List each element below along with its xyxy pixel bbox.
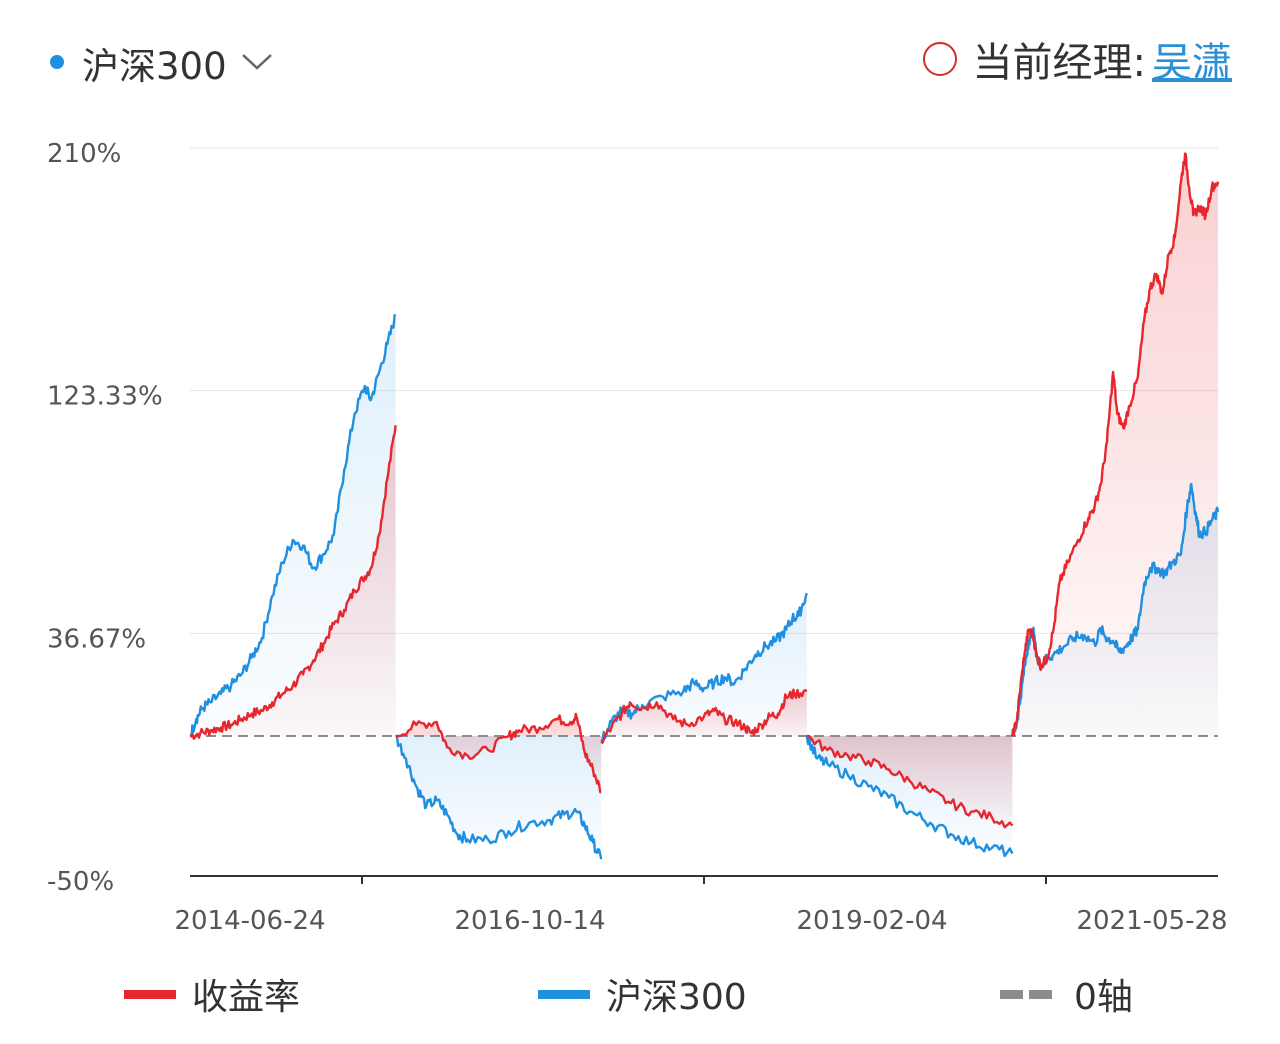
x-tick-label: 2016-10-14 [454,906,605,936]
fund-series-line [189,425,397,740]
legend-fund-label: 收益率 [192,977,301,1018]
y-tick-label: -50% [47,867,114,897]
index-series-line [600,592,808,743]
index-area [395,736,602,860]
circle-icon [922,42,957,76]
series-lines [189,152,1220,860]
index-area [601,593,807,742]
current-manager: 当前经理: 吴潇 [922,30,1232,88]
fund-area [1012,153,1218,737]
zero-axis-swatch [1000,989,1052,999]
area-fills [190,153,1218,860]
fund-area [395,714,602,793]
index-series-line [395,734,603,860]
chevron-down-icon [241,37,273,80]
x-tick-label: 2019-02-04 [796,906,947,936]
legend-index-label: 沪深300 [606,977,747,1018]
legend-item-index[interactable]: 沪深300 [538,968,747,1020]
fund-series-line [600,688,808,744]
performance-chart: 210% 123.33% 36.67% -50% 2014-06-24 2016-10-1… [47,139,1228,936]
legend-zero-label: 0轴 [1074,977,1133,1018]
index-selector[interactable]: 沪深300 [82,36,273,90]
fund-series-line [1011,152,1220,737]
manager-label: 当前经理: [972,40,1146,86]
index-selector-label: 沪深300 [82,45,227,88]
y-tick-label: 210% [47,139,121,169]
fund-area [190,425,396,739]
y-tick-label: 123.33% [47,382,163,412]
fund-series-line [806,734,1014,829]
chart-header: 沪深300 当前经理: 吴潇 [0,0,1280,120]
y-tick-label: 36.67% [47,624,146,654]
fund-swatch [124,989,176,999]
x-tick-label: 2021-05-28 [1076,906,1227,936]
x-tick-label: 2014-06-24 [174,906,325,936]
x-axis [190,875,1218,884]
legend-item-fund[interactable]: 收益率 [124,968,300,1020]
legend-item-zero-axis[interactable]: 0轴 [1000,968,1133,1020]
fund-area [806,736,1013,828]
series-dot-icon [50,55,64,69]
fund-series-line [395,712,602,794]
axis-labels: 210% 123.33% 36.67% -50% 2014-06-24 2016-10-1… [47,139,1228,936]
index-series-line [805,735,1014,858]
index-series-line [189,314,397,738]
chart-legend: 收益率 沪深300 0轴 [0,968,1280,1018]
index-swatch [538,989,590,999]
manager-name-link[interactable]: 吴潇 [1152,40,1232,86]
